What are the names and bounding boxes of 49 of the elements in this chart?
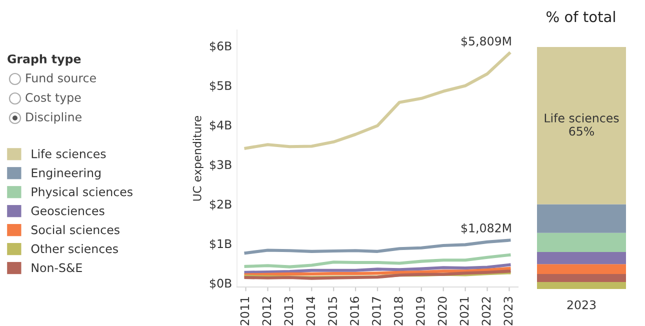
- y-tick-label: $3B: [210, 160, 232, 171]
- x-tick-label: 2023: [504, 296, 513, 326]
- y-tick-label: $2B: [210, 199, 232, 210]
- bar: [537, 282, 626, 289]
- x-tick-label: 2012: [262, 297, 272, 326]
- annotation: $5,809M: [461, 36, 511, 48]
- y-tick-label: $4B: [210, 120, 232, 132]
- annotation: $1,082M: [461, 223, 511, 234]
- x-tick-label: 2022: [482, 297, 491, 326]
- x-tick-label: 2015: [328, 297, 338, 326]
- text: Fund source: [26, 73, 96, 82]
- x-tick-label: 2017: [372, 297, 381, 326]
- legend-label: Physical sciences: [32, 187, 132, 199]
- bar: [537, 264, 626, 274]
- x-tick-label: 2018: [394, 296, 403, 326]
- text: Graph type: [8, 54, 81, 66]
- x-tick-label: 2023: [567, 300, 596, 310]
- line-series: [244, 52, 511, 150]
- legend-label: Geosciences: [31, 206, 104, 216]
- bar: [537, 204, 626, 233]
- line-series: [244, 263, 511, 274]
- line-series: [244, 238, 511, 255]
- bar: [537, 274, 626, 282]
- legend-label: Life sciences: [32, 149, 106, 158]
- y-axis-title: UC expenditure: [192, 116, 204, 201]
- legend-label: Social sciences: [31, 225, 120, 234]
- y-tick-label: $5B: [210, 80, 232, 92]
- x-tick-label: 2013: [284, 296, 294, 326]
- y-tick-label: $1B: [210, 239, 232, 250]
- text: Discipline: [26, 112, 82, 124]
- bar: [537, 232, 626, 252]
- x-tick-label: 2014: [306, 296, 316, 326]
- line-series: [244, 253, 511, 268]
- legend-label: Non-S&E: [32, 263, 82, 272]
- legend-label: Engineering: [32, 168, 100, 180]
- x-tick-label: 2019: [416, 296, 425, 326]
- line-series: [244, 266, 511, 276]
- y-tick-label: $0B: [210, 278, 232, 290]
- x-tick-label: 2021: [460, 297, 469, 326]
- x-tick-label: 2016: [350, 296, 359, 326]
- text: Cost type: [26, 92, 81, 104]
- data-label: Life sciences 65%: [544, 113, 619, 136]
- bar: [537, 252, 626, 264]
- x-tick-label: 2011: [240, 297, 250, 326]
- chart-title: % of total: [546, 10, 615, 22]
- x-tick-label: 2020: [438, 296, 447, 326]
- legend-label: Other sciences: [31, 244, 118, 254]
- y-tick-label: $6B: [210, 41, 232, 52]
- bar: [537, 47, 626, 204]
